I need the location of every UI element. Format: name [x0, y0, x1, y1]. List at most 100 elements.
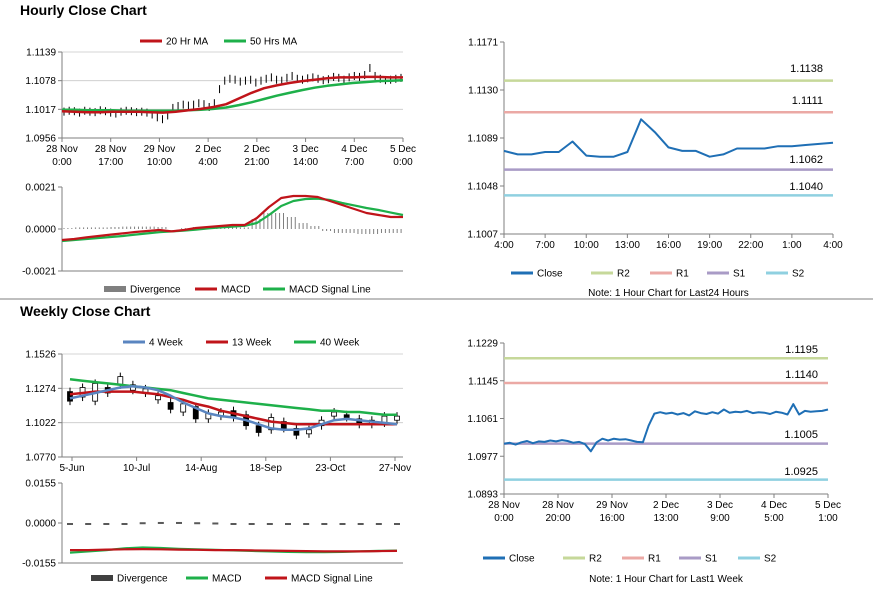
weekly-divergence-bar [121, 523, 128, 525]
weekly-1w-legend-s2-label: S2 [764, 554, 777, 565]
hourly-price-x-tick-label: 21:00 [244, 157, 269, 168]
hourly-24h-y-tick-label: 1.1130 [468, 86, 498, 97]
hourly-24h-close-line [503, 118, 834, 158]
weekly-divergence-bar [248, 523, 255, 525]
hourly-24h-note: Note: 1 Hour Chart for Last24 Hours [588, 288, 749, 299]
weekly-4wk-line [69, 384, 398, 432]
hourly-24h-x-tick-label: 16:00 [656, 240, 681, 251]
legend-weekly-macd-signal-label: MACD Signal Line [291, 574, 373, 585]
weekly-1w-x-tick-label: 2 Dec [653, 500, 679, 511]
weekly-1w-y-tick-label: 1.1229 [467, 339, 498, 350]
hourly-24h-legend-r1-label: R1 [676, 269, 689, 280]
hourly-50hr-ma-line [62, 78, 404, 112]
weekly-macd-chart: 0.0155 0.0000 -0.0155 [22, 479, 403, 570]
hourly-24h-x-tick-label: 4:00 [494, 240, 514, 251]
hourly-24h-x-tick-label: 13:00 [615, 240, 640, 251]
weekly-divergence-bar [67, 523, 73, 525]
weekly-price-x-tick-label: 23-Oct [315, 463, 345, 474]
weekly-divergence-bar [157, 521, 164, 524]
hourly-macd-signal-line [61, 197, 404, 243]
weekly-1w-level-r2-label: 1.1195 [785, 344, 818, 356]
hourly-price-x-tick-label: 28 Nov [95, 144, 127, 155]
hourly-24h-x-tick-label: 10:00 [574, 240, 599, 251]
weekly-divergence-bar [230, 523, 237, 525]
legend-weekly-divergence-label: Divergence [117, 574, 168, 585]
weekly-candle-body [67, 391, 73, 402]
hourly-macd-y-tick-label: 0.0000 [25, 225, 56, 236]
weekly-macd-y-tick-label: 0.0155 [25, 479, 56, 490]
hourly-24h-legend-r2-label: R2 [617, 269, 630, 280]
weekly-1w-y-tick-label: 1.0977 [467, 452, 498, 463]
weekly-price-x-tick-label: 18-Sep [250, 463, 283, 474]
weekly-1w-legend-s1-label: S1 [705, 554, 718, 565]
hourly-24h-y-tick-label: 1.1171 [468, 38, 498, 49]
weekly-1w-note: Note: 1 Hour Chart for Last1 Week [589, 574, 744, 585]
weekly-1w-x-tick-label: 13:00 [653, 513, 678, 524]
weekly-price-x-tick-label: 27-Nov [379, 463, 411, 474]
weekly-1w-x-tick-label: 20:00 [545, 513, 570, 524]
weekly-divergence-bar [212, 522, 219, 525]
weekly-divergence-bar [103, 523, 110, 525]
hourly-24h-x-tick-label: 1:00 [782, 240, 802, 251]
weekly-macd-legend: Divergence MACD MACD Signal Line [91, 574, 373, 585]
hourly-24h-level-s2-label: 1.1040 [789, 181, 823, 193]
weekly-divergence-bar [375, 523, 382, 525]
hourly-24h-y-tick-label: 1.1089 [467, 134, 498, 145]
weekly-candle-body [155, 395, 161, 401]
weekly-1w-y-tick-label: 1.1145 [468, 376, 498, 387]
hourly-24h-legend: Close R2 R1 S1 S2 [511, 269, 805, 280]
hourly-price-x-tick-label: 14:00 [293, 157, 318, 168]
hourly-24h-legend-s2-label: S2 [792, 269, 805, 280]
weekly-divergence-bar [194, 522, 201, 525]
legend-hourly-divergence-swatch [104, 286, 126, 292]
weekly-1w-x-tick-label: 28 Nov [542, 500, 574, 511]
weekly-divergence-bar [85, 523, 92, 525]
hourly-price-legend: 20 Hr MA 50 Hrs MA [140, 37, 298, 48]
hourly-price-x-tick-label: 5 Dec [390, 144, 416, 155]
weekly-candle-body [192, 406, 199, 420]
hourly-20hr-ma-line [61, 75, 403, 114]
hourly-macd-line [61, 194, 403, 242]
weekly-candle-body [167, 402, 174, 410]
weekly-candle-body [280, 421, 287, 429]
weekly-candle-body [180, 403, 187, 413]
weekly-1w-legend-r2-label: R2 [589, 554, 602, 565]
weekly-candle-body [306, 429, 312, 435]
hourly-24h-legend-close-label: Close [537, 269, 563, 280]
legend-weekly-divergence-swatch [91, 575, 113, 581]
legend-50hrs-ma-label: 50 Hrs MA [250, 37, 298, 48]
weekly-1w-x-tick-label: 1:00 [818, 513, 838, 524]
weekly-candle-body [268, 417, 275, 431]
weekly-price-legend: 4 Week 13 Week 40 Week [123, 338, 360, 349]
weekly-1w-level-s2-label: 1.0925 [784, 466, 818, 478]
hourly-price-x-tick-label: 4:00 [198, 157, 218, 168]
weekly-macd-signal-line [70, 547, 398, 553]
hourly-24h-x-tick-label: 7:00 [535, 240, 555, 251]
weekly-candle-body [331, 411, 338, 417]
hourly-macd-legend: Divergence MACD MACD Signal Line [104, 285, 371, 296]
hourly-price-x-tick-label: 7:00 [345, 157, 365, 168]
hourly-24h-y-tick-label: 1.1007 [467, 230, 498, 241]
weekly-1w-close-line [503, 403, 829, 453]
hourly-price-y-tick-label: 1.0956 [25, 134, 56, 145]
weekly-divergence-bar [321, 523, 328, 525]
hourly-24h-x-tick-label: 19:00 [697, 240, 722, 251]
legend-40-week-label: 40 Week [320, 338, 360, 349]
hourly-price-y-tick-label: 1.1139 [26, 48, 56, 59]
weekly-divergence-bar [139, 522, 146, 525]
legend-hourly-divergence-label: Divergence [130, 285, 181, 296]
weekly-1w-y-tick-label: 1.0893 [467, 490, 498, 501]
legend-13-week-label: 13 Week [232, 338, 272, 349]
weekly-price-x-tick-label: 5-Jun [59, 463, 84, 474]
weekly-candle-body [394, 415, 400, 421]
weekly-1w-x-tick-label: 3 Dec [707, 500, 733, 511]
hourly-macd-y-tick-label: -0.0021 [22, 267, 56, 278]
weekly-1w-x-tick-label: 0:00 [494, 513, 514, 524]
weekly-price-y-tick-label: 1.1274 [25, 384, 56, 395]
hourly-price-x-tick-label: 4 Dec [341, 144, 367, 155]
weekly-1w-x-tick-label: 9:00 [710, 513, 730, 524]
weekly-divergence-bar [394, 523, 400, 525]
hourly-price-x-tick-label: 3 Dec [293, 144, 319, 155]
